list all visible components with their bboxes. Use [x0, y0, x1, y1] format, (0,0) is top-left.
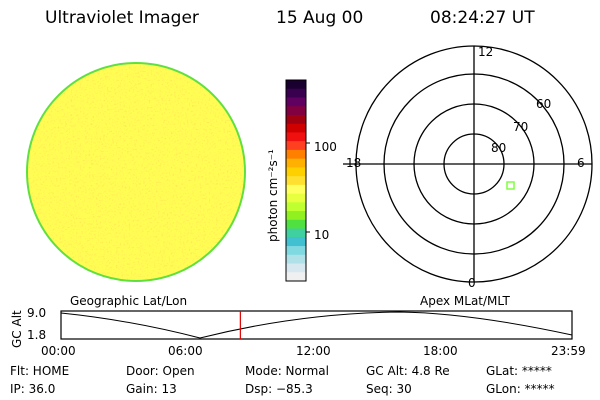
colorbar-swatch	[286, 167, 306, 177]
date-label: 15 Aug 00	[276, 8, 364, 28]
status-gain: Gain: 13	[126, 382, 177, 396]
orbit-ytick-top: 9.0	[27, 306, 47, 320]
colorbar-swatch	[286, 123, 306, 133]
status-door: Door: Open	[126, 364, 195, 378]
orbit-ylabel: GC Alt	[10, 310, 24, 348]
mlt-label-18: 18	[346, 156, 362, 170]
colorbar-swatch	[286, 254, 306, 265]
status-flt: Flt: HOME	[10, 364, 70, 378]
time-label: 08:24:27 UT	[430, 8, 535, 28]
colorbar-tick-10: 10	[314, 228, 330, 242]
orbit-xtick-1: 06:00	[168, 344, 203, 358]
status-gc-alt: GC Alt: 4.8 Re	[366, 364, 450, 378]
orbit-xtick-0: 00:00	[41, 344, 76, 358]
colorbar-swatch	[286, 237, 306, 247]
lat-label-60: 60	[536, 97, 552, 111]
colorbar	[285, 79, 310, 282]
status-ip: IP: 36.0	[10, 382, 56, 396]
polar-plot	[343, 45, 593, 283]
colorbar-swatch	[286, 202, 306, 212]
orbit-xtick-2: 12:00	[296, 344, 331, 358]
mlt-label-0: 0	[468, 276, 476, 290]
colorbar-swatch	[286, 184, 306, 195]
status-dsp: Dsp: −85.3	[245, 382, 313, 396]
colorbar-swatch	[286, 263, 306, 273]
colorbar-swatch	[286, 149, 306, 160]
mlt-label-12: 12	[478, 45, 494, 59]
colorbar-label: photon cm⁻²s⁻¹	[266, 149, 280, 242]
uv-earth-disk	[26, 62, 246, 282]
orbit-frame	[60, 310, 573, 340]
polar-marker	[506, 181, 515, 190]
geographic-label: Geographic Lat/Lon	[70, 294, 188, 308]
orbit-altitude-curve	[60, 311, 573, 339]
mlt-label-6: 6	[577, 156, 585, 170]
instrument-title: Ultraviolet Imager	[45, 8, 199, 28]
apex-label: Apex MLat/MLT	[420, 294, 510, 308]
status-glon: GLon: *****	[486, 382, 555, 396]
colorbar-swatch	[286, 193, 306, 203]
colorbar-tick-100: 100	[314, 140, 337, 154]
orbit-xtick-3: 18:00	[423, 344, 458, 358]
colorbar-swatch	[286, 176, 306, 186]
lat-label-80: 80	[491, 141, 507, 155]
colorbar-swatch	[286, 228, 306, 238]
colorbar-frame	[285, 79, 307, 282]
status-seq: Seq: 30	[366, 382, 412, 396]
colorbar-swatch	[286, 88, 306, 98]
colorbar-swatch	[286, 132, 306, 142]
status-glat: GLat: *****	[486, 364, 552, 378]
colorbar-swatch	[286, 106, 306, 116]
colorbar-swatch	[286, 211, 306, 221]
colorbar-swatch	[286, 80, 306, 90]
orbit-xtick-4: 23:59	[551, 344, 586, 358]
orbit-plot	[60, 310, 573, 340]
status-mode: Mode: Normal	[245, 364, 329, 378]
colorbar-swatch	[286, 97, 306, 107]
colorbar-swatch	[286, 272, 306, 282]
orbit-ytick-bottom: 1.8	[27, 328, 47, 342]
colorbar-swatch	[286, 114, 306, 125]
colorbar-swatch	[286, 158, 306, 168]
colorbar-swatch	[286, 141, 306, 151]
colorbar-swatch	[286, 246, 306, 256]
lat-label-70: 70	[513, 120, 529, 134]
colorbar-swatch	[286, 219, 306, 230]
